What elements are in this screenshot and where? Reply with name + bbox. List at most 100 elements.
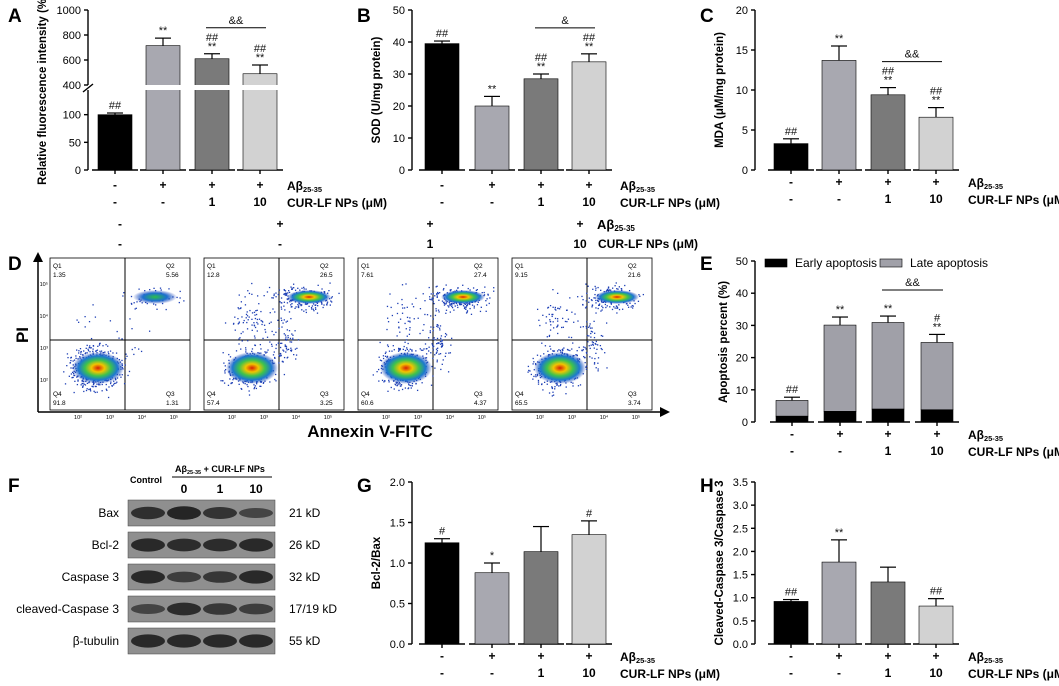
np-dose: 10: [929, 666, 943, 680]
event-dot: [579, 326, 582, 328]
event-dot: [289, 337, 292, 340]
event-dot: [83, 380, 85, 383]
event-dot: [264, 331, 267, 333]
event-dot: [76, 319, 78, 321]
panel-label-g: G: [357, 476, 372, 497]
event-dot: [410, 387, 412, 389]
blot-band: [203, 507, 237, 519]
event-dot: [565, 309, 568, 311]
event-dot: [532, 378, 534, 380]
event-dot: [283, 333, 285, 335]
event-dot: [529, 370, 531, 372]
event-dot: [272, 354, 275, 356]
event-dot: [90, 347, 92, 349]
event-dot: [397, 350, 400, 352]
event-dot: [245, 317, 247, 319]
event-dot: [284, 345, 286, 348]
event-dot: [92, 304, 94, 306]
abeta-sign: +: [488, 649, 495, 663]
np-row-label: CUR-LF NPs (μM): [620, 196, 720, 210]
bar-early-apoptosis: [823, 411, 857, 423]
event-dot: [238, 343, 240, 345]
bar: [97, 114, 133, 171]
event-dot: [113, 382, 115, 385]
event-dot: [441, 300, 444, 302]
event-dot: [453, 303, 455, 305]
event-dot: [234, 316, 236, 318]
event-dot: [431, 343, 433, 345]
event-dot: [585, 351, 588, 354]
legend-swatch-early: [764, 258, 788, 268]
event-dot: [101, 383, 103, 386]
abeta-sign: -: [790, 427, 794, 441]
event-dot: [66, 364, 68, 367]
event-dot: [403, 345, 405, 348]
event-dot: [592, 344, 594, 346]
event-dot: [249, 309, 251, 312]
event-dot: [442, 344, 444, 346]
event-dot: [258, 303, 260, 305]
event-dot: [462, 305, 465, 307]
event-dot: [629, 302, 631, 304]
event-dot: [434, 314, 437, 317]
event-dot: [606, 288, 609, 291]
event-dot: [558, 308, 561, 310]
event-dot: [561, 317, 564, 320]
significance-mark: **: [933, 321, 942, 333]
event-dot: [88, 346, 90, 349]
event-dot: [582, 298, 584, 301]
event-dot: [576, 354, 578, 357]
event-dot: [473, 307, 475, 309]
event-dot: [608, 289, 611, 291]
legend-label-early: Early apoptosis: [795, 256, 877, 270]
event-dot: [442, 289, 445, 291]
event-dot: [77, 380, 79, 382]
event-dot: [611, 308, 614, 311]
event-dot: [601, 335, 604, 337]
event-dot: [118, 337, 120, 339]
event-dot: [430, 326, 432, 328]
event-dot: [111, 385, 113, 387]
significance-mark: ##: [786, 384, 799, 396]
event-dot: [489, 297, 491, 299]
quadrant-name: Q3: [628, 391, 637, 398]
event-dot: [262, 382, 265, 384]
event-dot: [223, 382, 226, 384]
x-tick-label: 10⁵: [170, 414, 178, 421]
event-dot: [131, 303, 133, 305]
event-dot: [606, 367, 608, 369]
bar: [918, 116, 954, 171]
chart-h: 0.0 0.5 1.0 1.5 2.0 2.5 3.0 3.5 Cleaved-Caspase …: [714, 477, 1059, 681]
event-dot: [85, 347, 87, 349]
event-dot: [545, 322, 547, 324]
event-dot: [591, 327, 593, 329]
abeta-row-label: Aβ25-35: [287, 179, 322, 194]
event-dot: [303, 288, 305, 290]
event-dot: [586, 352, 588, 354]
np-dose: 1: [538, 195, 545, 209]
event-dot: [552, 327, 555, 329]
event-dot: [310, 308, 313, 310]
x-tick-label: 10⁴: [600, 414, 609, 421]
np-dose: -: [113, 195, 117, 209]
event-dot: [438, 311, 440, 313]
event-dot: [564, 320, 567, 323]
density-hotspot: [380, 352, 432, 384]
event-dot: [422, 349, 424, 352]
event-dot: [485, 310, 487, 312]
event-dot: [294, 330, 296, 332]
event-dot: [291, 288, 293, 291]
bar: [773, 601, 809, 645]
event-dot: [589, 327, 592, 329]
event-dot: [259, 343, 262, 346]
event-dot: [387, 321, 390, 323]
event-dot: [251, 348, 254, 350]
event-dot: [295, 354, 298, 356]
significance-mark: **: [256, 52, 265, 64]
event-dot: [439, 340, 442, 343]
event-dot: [128, 370, 131, 373]
event-dot: [153, 303, 155, 305]
event-dot: [450, 302, 453, 305]
event-dot: [621, 308, 624, 310]
event-dot: [112, 384, 115, 386]
